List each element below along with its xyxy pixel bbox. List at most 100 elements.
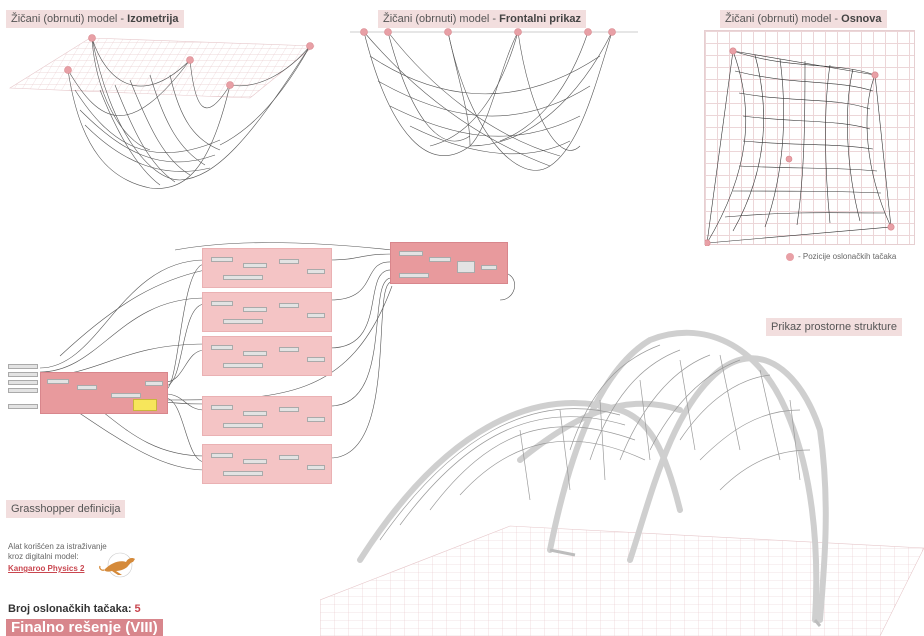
gh-node <box>243 459 267 464</box>
gh-node <box>243 411 267 416</box>
support-count-label: Broj oslonačkih tačaka: <box>8 603 135 615</box>
gh-input-node <box>8 372 38 377</box>
structure-label: Prikaz prostorne strukture <box>766 318 902 336</box>
support-point-icon <box>729 47 737 55</box>
tool-description: Alat korišćen za istraživanje kroz digit… <box>8 542 107 562</box>
front-title-bold: Frontalni prikaz <box>499 13 582 25</box>
gh-node <box>307 465 325 470</box>
gh-node <box>243 307 267 312</box>
gh-node <box>429 257 451 262</box>
support-point-icon <box>584 28 592 36</box>
gh-group-2 <box>202 292 332 332</box>
gh-group-1 <box>202 248 332 288</box>
iso-title: Žičani (obrnuti) model - Izometrija <box>6 10 184 28</box>
support-count-value: 5 <box>134 603 141 615</box>
support-point-icon <box>360 28 368 36</box>
gh-node <box>307 357 325 362</box>
front-support-points <box>360 28 616 36</box>
gh-input-node <box>8 388 38 393</box>
gh-node <box>307 313 325 318</box>
structure-lattice <box>379 344 811 541</box>
legend: - Pozicije oslonačkih tačaka <box>786 252 896 261</box>
support-point-icon <box>514 28 522 36</box>
tool-line-1: Alat korišćen za istraživanje <box>8 542 107 551</box>
plan-wire-model <box>703 47 895 247</box>
gh-group-5 <box>202 444 332 484</box>
gh-node <box>481 265 497 270</box>
spatial-structure-render <box>320 329 924 636</box>
gh-node <box>307 269 325 274</box>
gh-input-node <box>8 364 38 369</box>
kangaroo-icon <box>99 552 135 578</box>
kangaroo-link[interactable]: Kangaroo Physics 2 <box>8 564 85 573</box>
gh-node <box>399 251 423 256</box>
iso-title-bold: Izometrija <box>127 13 179 25</box>
gh-node <box>223 275 263 280</box>
gh-node <box>399 273 429 278</box>
support-point-icon <box>871 71 879 79</box>
support-point-icon <box>186 56 194 64</box>
gh-group-3 <box>202 336 332 376</box>
gh-node <box>279 303 299 308</box>
iso-support-points <box>64 34 314 89</box>
front-net <box>363 31 613 171</box>
gh-node <box>211 257 233 262</box>
plan-title-bold: Osnova <box>841 13 882 25</box>
gh-input-node <box>8 380 38 385</box>
gh-input-node <box>8 404 38 409</box>
gh-node <box>211 301 233 306</box>
gh-group-4 <box>202 396 332 436</box>
gh-node <box>279 259 299 264</box>
structure-arches <box>357 329 829 623</box>
support-point-icon <box>887 223 895 231</box>
gh-central-group <box>40 372 168 414</box>
tool-line-2: kroz digitalni model: <box>8 552 79 561</box>
plan-view <box>703 30 915 247</box>
gh-node <box>243 263 267 268</box>
support-point-icon <box>785 155 793 163</box>
support-point-icon <box>384 28 392 36</box>
gh-wires <box>39 242 515 471</box>
iso-title-prefix: Žičani (obrnuti) model - <box>11 13 128 25</box>
final-solution-title: Finalno rešenje (VIII) <box>6 619 163 636</box>
support-point-icon <box>226 81 234 89</box>
gh-panel-node <box>133 399 157 411</box>
iso-ground-plane <box>9 37 315 99</box>
support-point-icon <box>306 42 314 50</box>
iso-net <box>67 37 311 189</box>
gh-node <box>223 423 263 428</box>
gh-node <box>145 381 163 386</box>
gh-node <box>211 345 233 350</box>
gh-node <box>307 417 325 422</box>
frontal-wire-model <box>350 28 638 171</box>
support-point-icon <box>88 34 96 42</box>
support-count: Broj oslonačkih tačaka: 5 <box>8 603 141 615</box>
gh-node <box>279 455 299 460</box>
gh-node <box>279 407 299 412</box>
gh-output-group <box>390 242 508 284</box>
support-point-icon <box>703 239 711 247</box>
support-point-legend-icon <box>786 252 794 261</box>
gh-node <box>223 471 263 476</box>
gh-node <box>77 385 97 390</box>
gh-node <box>223 363 263 368</box>
grasshopper-definition <box>0 240 520 490</box>
plan-title-prefix: Žičani (obrnuti) model - <box>725 13 842 25</box>
gh-node <box>211 405 233 410</box>
support-point-icon <box>608 28 616 36</box>
grasshopper-label: Grasshopper definicija <box>6 500 126 518</box>
gh-node <box>111 393 141 398</box>
support-point-icon <box>64 66 72 74</box>
gh-node <box>457 261 475 273</box>
front-title: Žičani (obrnuti) model - Frontalni prika… <box>378 10 587 28</box>
legend-text: - Pozicije oslonačkih tačaka <box>798 252 897 261</box>
isometric-wire-model <box>9 34 315 189</box>
structure-ground-plane <box>320 525 924 636</box>
gh-node <box>211 453 233 458</box>
gh-node <box>47 379 69 384</box>
gh-node <box>243 351 267 356</box>
structure-legs <box>549 548 822 627</box>
gh-node <box>223 319 263 324</box>
gh-node <box>279 347 299 352</box>
support-point-icon <box>444 28 452 36</box>
